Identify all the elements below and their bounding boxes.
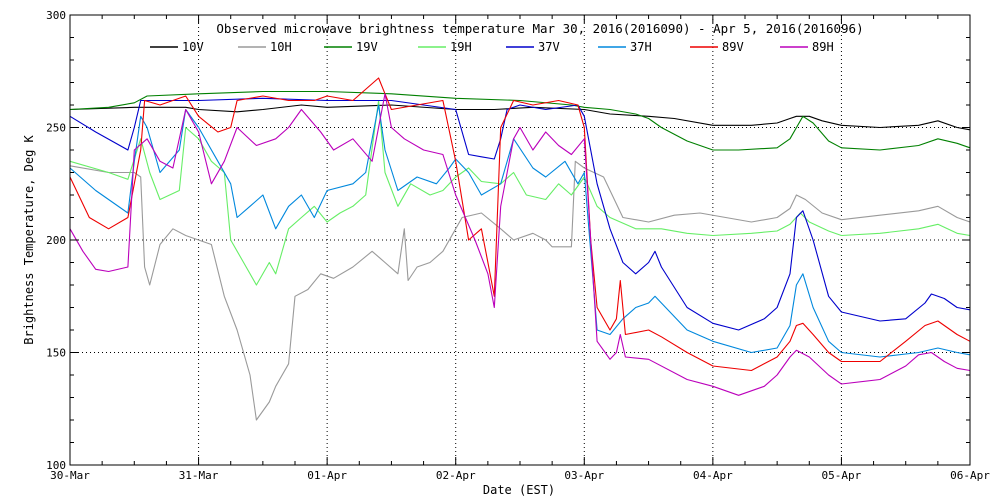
x-tick-label: 05-Apr	[822, 469, 862, 482]
y-tick-label: 250	[46, 122, 66, 135]
legend-label-37h: 37H	[630, 40, 652, 54]
x-tick-label: 03-Apr	[564, 469, 604, 482]
legend-label-37v: 37V	[538, 40, 560, 54]
x-tick-label: 06-Apr	[950, 469, 990, 482]
x-axis-label: Date (EST)	[483, 483, 555, 497]
series-line-89h	[69, 93, 971, 396]
x-tick-label: 04-Apr	[693, 469, 733, 482]
legend-label-10h: 10H	[270, 40, 292, 54]
label-layer: Observed microwave brightness temperatur…	[22, 21, 864, 497]
series-line-19v	[69, 90, 971, 151]
series-line-37v	[69, 97, 971, 331]
grid-layer	[70, 15, 970, 465]
series-line-10h	[69, 160, 971, 421]
y-tick-label: 100	[46, 459, 66, 472]
series-line-37h	[69, 104, 971, 358]
series-line-10v	[69, 104, 971, 131]
tick-layer: 100 150 200 250 300 30-Mar 31-Mar 01-Apr 02-Apr 0…	[46, 9, 990, 482]
series-line-89v	[69, 77, 971, 372]
y-tick-label: 200	[46, 234, 66, 247]
y-tick-label: 150	[46, 347, 66, 360]
series-layer	[69, 77, 971, 421]
legend: 10V 10H 19V 19H 37V 37H 89V 89H	[150, 40, 834, 54]
x-tick-label: 01-Apr	[307, 469, 347, 482]
series-line-19h	[69, 99, 971, 286]
legend-label-89h: 89H	[812, 40, 834, 54]
legend-label-89v: 89V	[722, 40, 744, 54]
y-tick-label: 300	[46, 9, 66, 22]
x-tick-label: 30-Mar	[50, 469, 90, 482]
x-tick-label: 02-Apr	[436, 469, 476, 482]
legend-label-19v: 19V	[356, 40, 378, 54]
chart-title: Observed microwave brightness temperatur…	[216, 21, 863, 36]
y-axis-label: Brightness Temperature, Deg K	[22, 134, 36, 344]
x-tick-label: 31-Mar	[179, 469, 219, 482]
legend-label-19h: 19H	[450, 40, 472, 54]
legend-label-10v: 10V	[182, 40, 204, 54]
